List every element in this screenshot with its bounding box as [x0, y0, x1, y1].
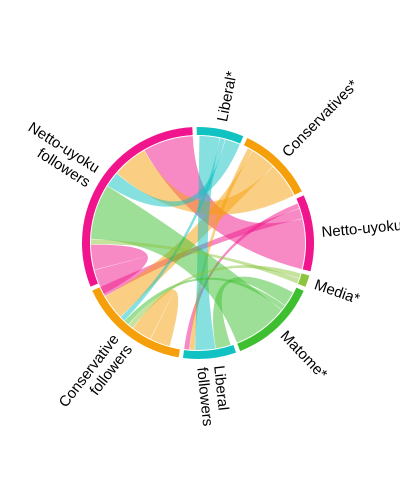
sector-arc-li [196, 127, 244, 144]
sector-label-me: Media* [312, 276, 362, 308]
sector-arc-me [297, 273, 310, 287]
sector-label-nu: Netto-uyoku* [321, 216, 400, 241]
sector-label-line: Liberal [210, 365, 232, 412]
ribbon-nu-to-nf [144, 136, 306, 270]
sector-label-line: Matome* [277, 327, 331, 382]
sector-label-lf: Liberalfollowers [193, 365, 233, 427]
sector-label-line: Media* [312, 276, 362, 308]
ribbon-ma-to-lf [212, 276, 293, 349]
sector-arc-layer [82, 127, 314, 359]
sector-label-li: Liberal* [214, 70, 241, 123]
sector-label-line: followers [193, 366, 216, 427]
ribbon-li-to-lf [195, 136, 220, 350]
ribbon-nf-to-nf [91, 244, 148, 294]
sector-label-line: Liberal* [214, 70, 241, 123]
sector-label-line: Conservatives* [279, 77, 362, 161]
sector-arc-cf [92, 287, 180, 358]
ribbon-cf-to-cf [133, 289, 179, 347]
sector-arc-lf [182, 345, 237, 359]
sector-arc-ma [237, 287, 304, 352]
ribbon-co-to-cf [105, 151, 273, 317]
sector-label-nf: Netto-uyokufollowers [16, 119, 102, 191]
sector-label-cf: Conservativefollowers [56, 331, 136, 421]
sector-label-co: Conservatives* [279, 77, 362, 161]
ribbon-me-to-cf [128, 265, 301, 328]
sector-arc-nf [82, 127, 193, 287]
ribbon-ma-to-nf [91, 186, 282, 343]
sector-arc-nu [296, 195, 314, 272]
ribbon-co-to-nf [116, 150, 294, 215]
sector-arc-co [243, 138, 302, 195]
sector-label-ma: Matome* [277, 327, 331, 382]
ribbon-layer [91, 136, 306, 350]
ribbon-me-to-nf [91, 239, 299, 284]
sector-label-line: Netto-uyoku* [321, 216, 400, 241]
